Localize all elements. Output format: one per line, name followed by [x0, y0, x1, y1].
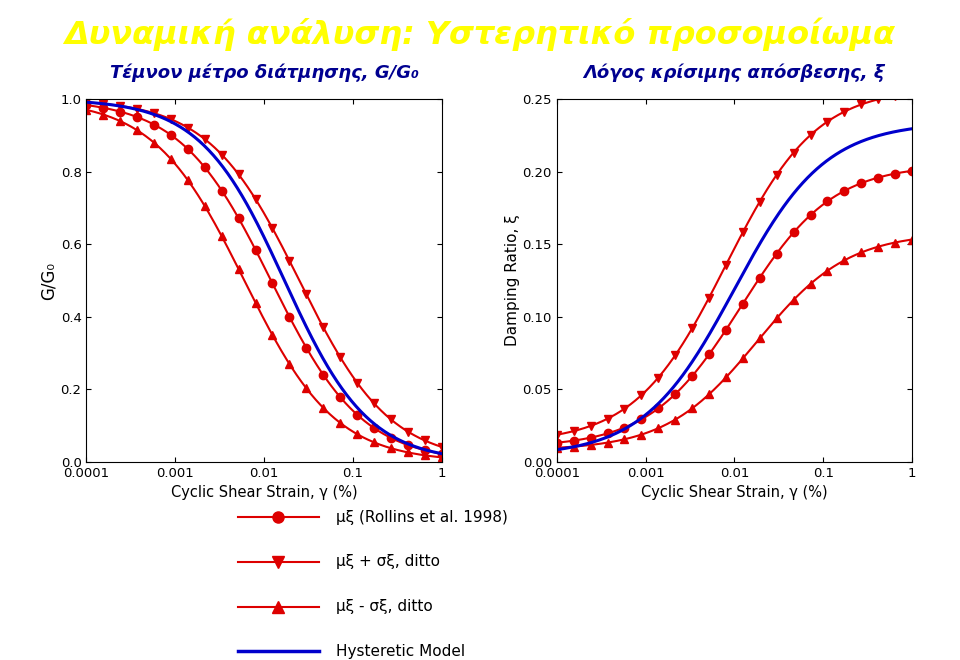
Text: Λόγος κρίσιμης απόσβεσης, ξ: Λόγος κρίσιμης απόσβεσης, ξ — [584, 64, 885, 82]
Text: μξ - σξ, ditto: μξ - σξ, ditto — [336, 599, 433, 614]
Text: μξ + σξ, ditto: μξ + σξ, ditto — [336, 554, 440, 570]
X-axis label: Cyclic Shear Strain, γ (%): Cyclic Shear Strain, γ (%) — [171, 485, 357, 500]
Text: μξ (Rollins et al. 1998): μξ (Rollins et al. 1998) — [336, 510, 508, 525]
Text: Τέμνον μέτρο διάτμησης, G/G₀: Τέμνον μέτρο διάτμησης, G/G₀ — [109, 64, 419, 82]
Text: Hysteretic Model: Hysteretic Model — [336, 644, 466, 659]
X-axis label: Cyclic Shear Strain, γ (%): Cyclic Shear Strain, γ (%) — [641, 485, 828, 500]
Y-axis label: Damping Ratio, ξ: Damping Ratio, ξ — [505, 214, 519, 346]
Text: Δυναμική ανάλυση: Υστερητικό προσομοίωμα: Δυναμική ανάλυση: Υστερητικό προσομοίωμα — [64, 18, 896, 51]
Y-axis label: G/G₀: G/G₀ — [39, 261, 58, 300]
